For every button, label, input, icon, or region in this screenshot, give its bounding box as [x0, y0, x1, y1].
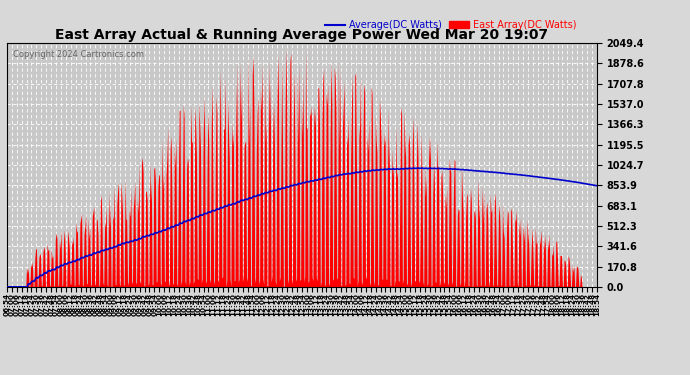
- Title: East Array Actual & Running Average Power Wed Mar 20 19:07: East Array Actual & Running Average Powe…: [55, 28, 549, 42]
- Legend: Average(DC Watts), East Array(DC Watts): Average(DC Watts), East Array(DC Watts): [322, 16, 580, 34]
- Text: Copyright 2024 Cartronics.com: Copyright 2024 Cartronics.com: [13, 51, 144, 59]
